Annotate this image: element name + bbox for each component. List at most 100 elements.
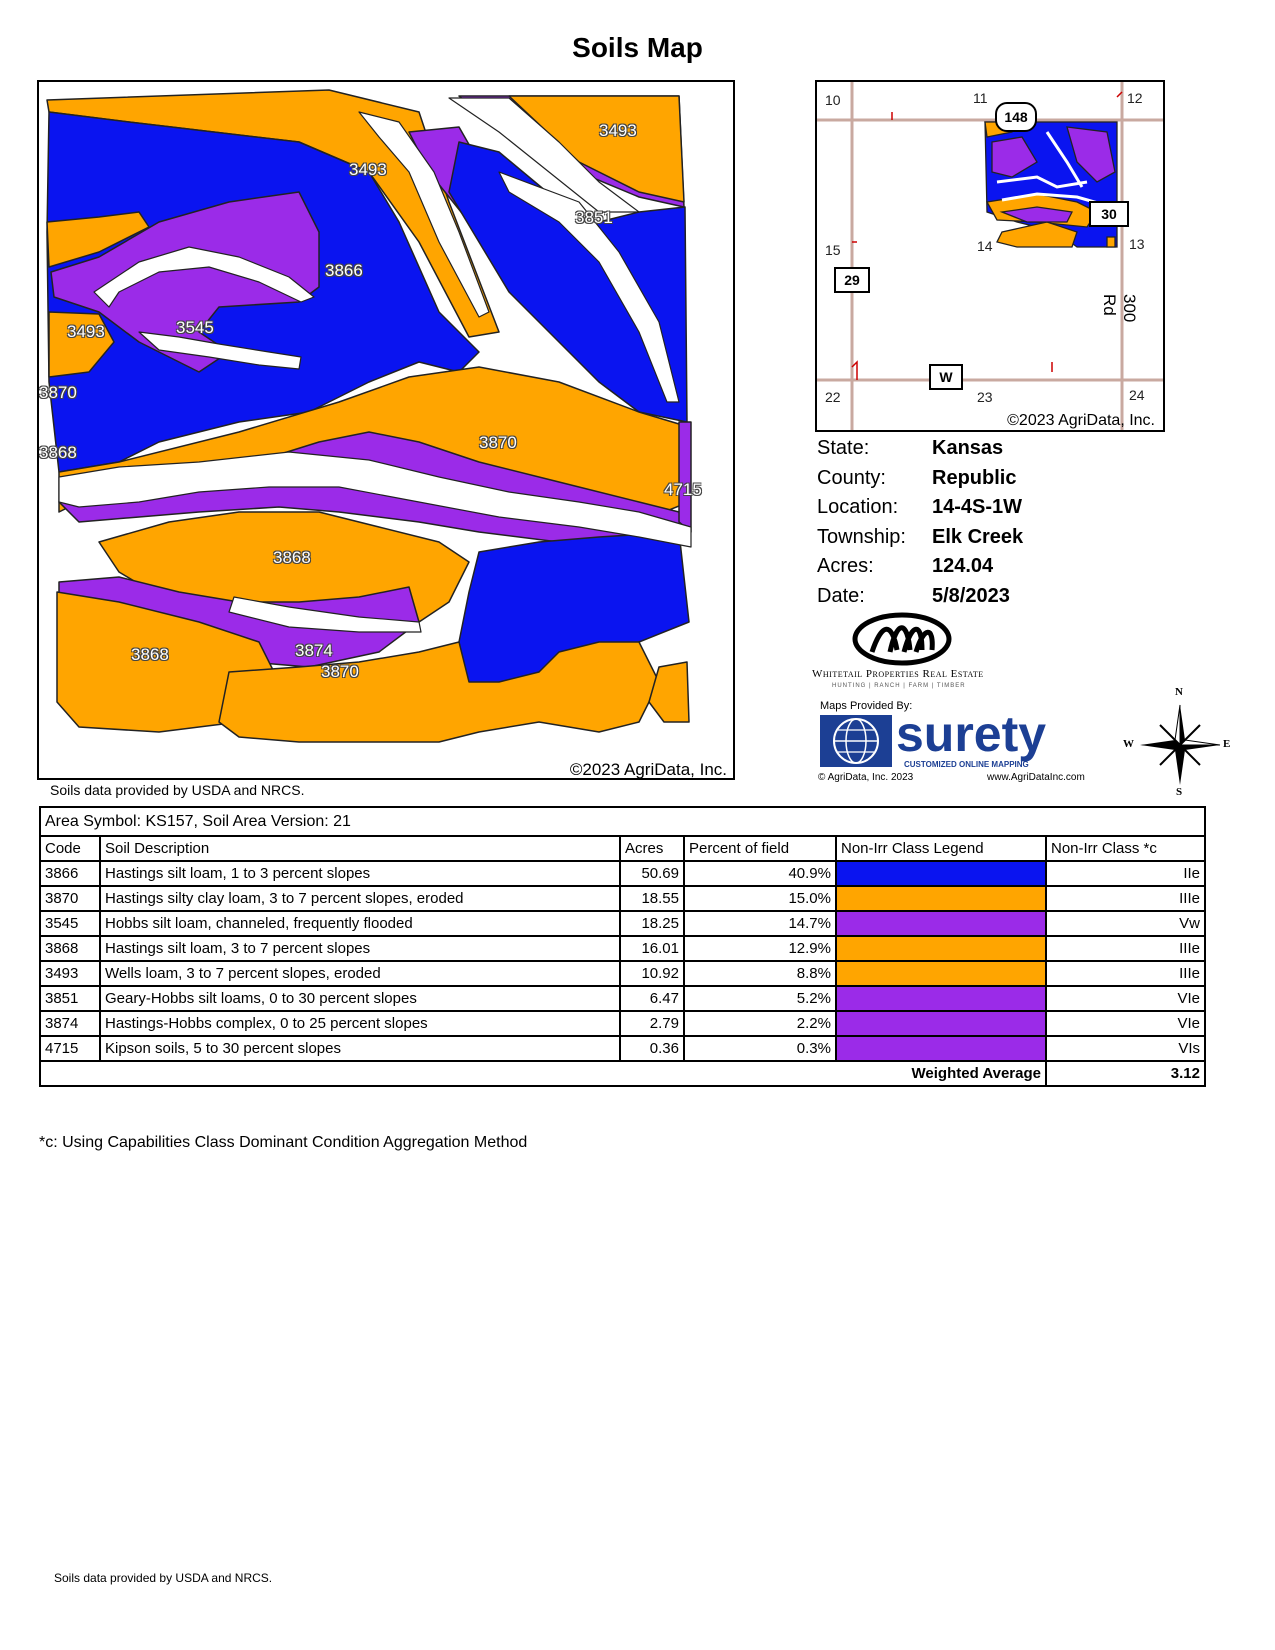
section-number: 23 (977, 389, 993, 405)
map-label: 3870 (39, 383, 77, 402)
cell-desc: Hastings silt loam, 1 to 3 percent slope… (99, 860, 621, 887)
weighted-average-label: Weighted Average (39, 1060, 1047, 1087)
info-value: 5/8/2023 (932, 584, 1010, 607)
class-legend-swatch (835, 935, 1047, 962)
map-label: 3493 (67, 322, 105, 341)
table-row: 3868 Hastings silt loam, 3 to 7 percent s… (39, 935, 1206, 962)
maps-provided-by: Maps Provided By: (820, 700, 913, 712)
section-number: 12 (1127, 90, 1143, 106)
info-key: State: (817, 437, 870, 460)
map-label: 3866 (325, 261, 363, 280)
section-number: 22 (825, 389, 841, 405)
col-header: Acres (619, 835, 685, 862)
soil-polygon (50, 191, 320, 373)
cell-pct: 2.2% (683, 1010, 837, 1037)
cell-code: 3874 (39, 1010, 101, 1037)
road-label: 300 Rd (1100, 294, 1139, 323)
cell-pct: 5.2% (683, 985, 837, 1012)
table-row: 3545 Hobbs silt loam, channeled, frequent… (39, 910, 1206, 937)
table-area-row: Area Symbol: KS157, Soil Area Version: 2… (39, 806, 1206, 837)
info-key: Township: (817, 525, 906, 548)
class-legend-swatch (835, 1035, 1047, 1062)
table-row: 3866 Hastings silt loam, 1 to 3 percent s… (39, 860, 1206, 887)
weighted-average-value: 3.12 (1045, 1060, 1206, 1087)
cell-desc: Hastings silt loam, 3 to 7 percent slope… (99, 935, 621, 962)
cell-cls: VIs (1045, 1035, 1206, 1062)
cell-code: 3493 (39, 960, 101, 987)
cell-pct: 12.9% (683, 935, 837, 962)
agridata-copyright: © AgriData, Inc. 2023 (818, 772, 914, 783)
area-symbol: Area Symbol: KS157, Soil Area Version: 2… (39, 806, 1206, 837)
drainage-channel (358, 111, 490, 318)
compass-w: W (1123, 738, 1134, 750)
map-label: 3868 (273, 548, 311, 567)
drainage-channel (138, 331, 302, 370)
map-label: 4715 (664, 480, 702, 499)
class-legend-swatch (835, 985, 1047, 1012)
info-value: Elk Creek (932, 525, 1024, 548)
cell-cls: IIe (1045, 860, 1206, 887)
map-label: 3874 (295, 641, 333, 660)
info-value: 124.04 (932, 555, 994, 578)
cell-pct: 8.8% (683, 960, 837, 987)
class-legend-swatch (835, 910, 1047, 937)
col-header: Non-Irr Class *c (1045, 835, 1206, 862)
surety-wordmark: surety (896, 706, 1047, 762)
cell-acres: 18.55 (619, 885, 685, 912)
cell-code: 4715 (39, 1035, 101, 1062)
info-row-acres: Acres: 124.04 (817, 552, 1147, 582)
soil-polygon (48, 311, 115, 378)
cell-code: 3545 (39, 910, 101, 937)
whitetail-logo-icon (852, 612, 952, 666)
surety-globe-icon (820, 715, 892, 767)
compass-rose-icon: N S E W (1123, 686, 1230, 798)
cell-cls: Vw (1045, 910, 1206, 937)
page-title: Soils Map (572, 32, 703, 63)
highway-shield: 29 (834, 267, 870, 293)
agridata-website[interactable]: www.AgriDataInc.com (987, 772, 1085, 783)
table-row: 3870 Hastings silty clay loam, 3 to 7 per… (39, 885, 1206, 912)
map-label: 3870 (321, 662, 359, 681)
cell-desc: Hastings silty clay loam, 3 to 7 percent… (99, 885, 621, 912)
cell-code: 3851 (39, 985, 101, 1012)
cell-code: 3870 (39, 885, 101, 912)
map-label: 3868 (39, 443, 77, 462)
highway-shield: W (929, 364, 963, 390)
col-header: Soil Description (99, 835, 621, 862)
cell-desc: Kipson soils, 5 to 30 percent slopes (99, 1035, 621, 1062)
weighted-average-row: Weighted Average 3.12 (39, 1060, 1206, 1087)
info-key: County: (817, 466, 886, 489)
highway-shield: 30 (1089, 201, 1129, 227)
table-row: 3874 Hastings-Hobbs complex, 0 to 25 perc… (39, 1010, 1206, 1037)
cell-cls: IIIe (1045, 885, 1206, 912)
compass-n: N (1175, 686, 1183, 698)
cell-cls: IIIe (1045, 960, 1206, 987)
data-source-note: Soils data provided by USDA and NRCS. (50, 782, 305, 798)
cell-pct: 15.0% (683, 885, 837, 912)
info-row-location: Location: 14-4S-1W (817, 493, 1147, 523)
section-number: 10 (825, 92, 841, 108)
cell-cls: IIIe (1045, 935, 1206, 962)
soil-table: Area Symbol: KS157, Soil Area Version: 2… (39, 806, 1206, 1087)
table-row: 4715 Kipson soils, 5 to 30 percent slopes… (39, 1035, 1206, 1062)
cell-acres: 2.79 (619, 1010, 685, 1037)
cell-cls: VIe (1045, 985, 1206, 1012)
cell-desc: Hobbs silt loam, channeled, frequently f… (99, 910, 621, 937)
map-label: 3868 (131, 645, 169, 664)
map-label: 3493 (599, 121, 637, 140)
surety-subtitle: CUSTOMIZED ONLINE MAPPING (904, 760, 1029, 769)
class-legend-swatch (835, 1010, 1047, 1037)
section-number: 11 (973, 90, 988, 106)
soils-map[interactable]: 3493 3493 3851 3866 3493 3545 3870 3868 … (37, 80, 735, 780)
property-info: State: Kansas County: Republic Location:… (817, 434, 1147, 611)
info-row-state: State: Kansas (817, 434, 1147, 464)
drainage-channel (228, 596, 422, 633)
info-value: Kansas (932, 437, 1004, 460)
cell-desc: Wells loam, 3 to 7 percent slopes, erode… (99, 960, 621, 987)
info-key: Acres: (817, 555, 874, 578)
info-row-date: Date: 5/8/2023 (817, 582, 1147, 612)
cell-desc: Hastings-Hobbs complex, 0 to 25 percent … (99, 1010, 621, 1037)
location-map[interactable]: 10 11 12 15 14 13 22 23 24 148 30 29 W 3… (815, 80, 1165, 432)
drainage-channel (58, 451, 692, 548)
soil-polygon (678, 421, 692, 533)
